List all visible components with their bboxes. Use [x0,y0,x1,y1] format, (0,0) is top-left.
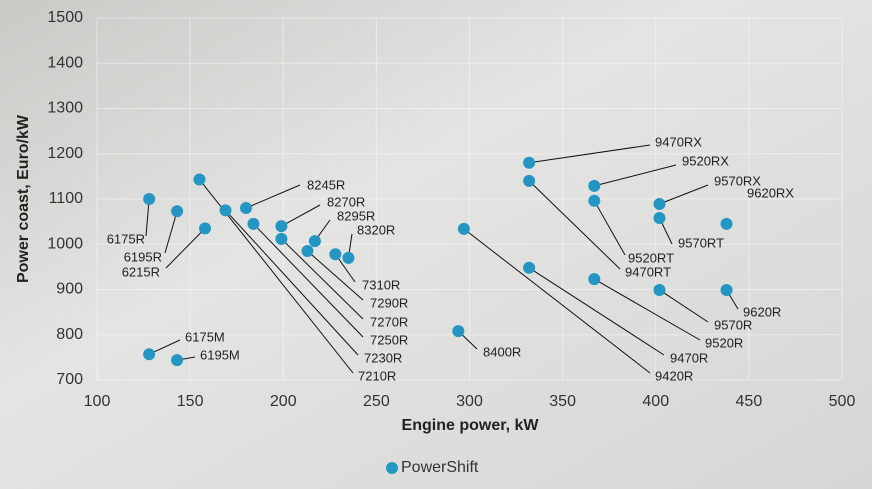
leader-line [594,164,677,187]
leader-line [253,223,364,338]
point [275,220,288,233]
x-tick-label: 450 [736,393,763,410]
point-label: 7250R [370,332,408,347]
y-tick-label: 900 [56,281,83,298]
point-label: 9570RT [678,235,724,250]
point [247,217,260,230]
y-tick-label: 1500 [47,9,83,26]
point-label: 8400R [483,344,521,359]
point [193,173,206,186]
y-tick-label: 800 [56,326,83,343]
point-label: 9470RT [625,264,671,279]
point-label: 6215R [122,264,160,279]
legend-marker [386,462,398,474]
point-label: 6195R [124,249,162,264]
point-label: 9620R [743,304,781,319]
point-label: 9520RX [682,153,729,168]
leader-line [593,200,626,256]
y-axis-title: Power coast, Euro/kW [15,114,32,283]
point [308,235,321,248]
point [143,348,156,361]
point-label: 7210R [358,368,396,383]
x-axis-title: Engine power, kW [402,417,540,434]
point-label: 8320R [357,222,395,237]
leader-line [281,238,364,320]
point-label: 8270R [327,194,365,209]
point-label: 7310R [362,277,400,292]
x-tick-label: 150 [177,393,204,410]
point-label: 6175M [185,329,225,344]
leader-line [659,184,709,205]
point [143,193,156,205]
leader-line [245,184,301,209]
leader-line [659,289,709,323]
point [219,204,232,217]
point [275,232,288,245]
point [240,202,252,215]
point-label: 9620RX [747,185,794,200]
x-tick-label: 250 [363,393,390,410]
leader-line [225,209,359,356]
point [199,222,212,235]
point [588,273,601,286]
point [171,205,184,218]
y-tick-label: 1300 [47,100,83,117]
point-label: 8295R [337,208,375,223]
leader-line [529,144,651,164]
leader-line [165,228,206,269]
point [720,283,733,296]
x-tick-label: 400 [642,393,669,410]
x-tick-label: 300 [456,393,483,410]
point [523,174,536,187]
point [588,194,601,207]
point [329,248,342,261]
point-label: 8245R [307,177,345,192]
y-tick-label: 1100 [49,190,84,207]
legend-label: PowerShift [401,459,479,476]
leader-line [281,204,321,227]
point-label: 9470RX [655,134,702,149]
y-tick-label: 1400 [47,54,83,71]
y-tick-label: 700 [56,371,83,388]
x-tick-label: 200 [270,393,297,410]
point [588,179,601,192]
y-tick-label: 1200 [47,145,83,162]
point-label: 9420R [655,368,693,383]
point-label: 6175R [107,231,145,246]
point-label: 9570RX [714,173,761,188]
point-label: 9470R [670,350,708,365]
leader-line [528,267,665,356]
point-label: 7290R [370,295,408,310]
point [171,354,184,367]
leader-line [528,180,621,270]
leader-line [463,228,651,374]
point-label: 9520RT [628,250,674,265]
point [452,325,465,338]
point-label: 7270R [370,314,408,329]
point-label: 6195M [200,347,240,362]
point [653,212,666,225]
x-tick-label: 500 [829,393,856,410]
point-label: 7230R [364,350,402,365]
point-label: 9570R [714,317,752,332]
leader-line [164,211,178,254]
point [653,283,666,296]
point [720,217,733,230]
point [523,156,536,169]
leader-line [307,250,364,301]
x-tick-label: 350 [549,393,576,410]
y-tick-label: 1000 [47,235,83,252]
point [457,222,470,235]
point [653,197,666,210]
point-label: 9520R [705,335,743,350]
leader-line [145,198,150,237]
x-tick-label: 100 [84,393,111,410]
point [523,261,536,274]
point [342,251,355,264]
leader-line [594,278,701,341]
point [301,245,314,258]
